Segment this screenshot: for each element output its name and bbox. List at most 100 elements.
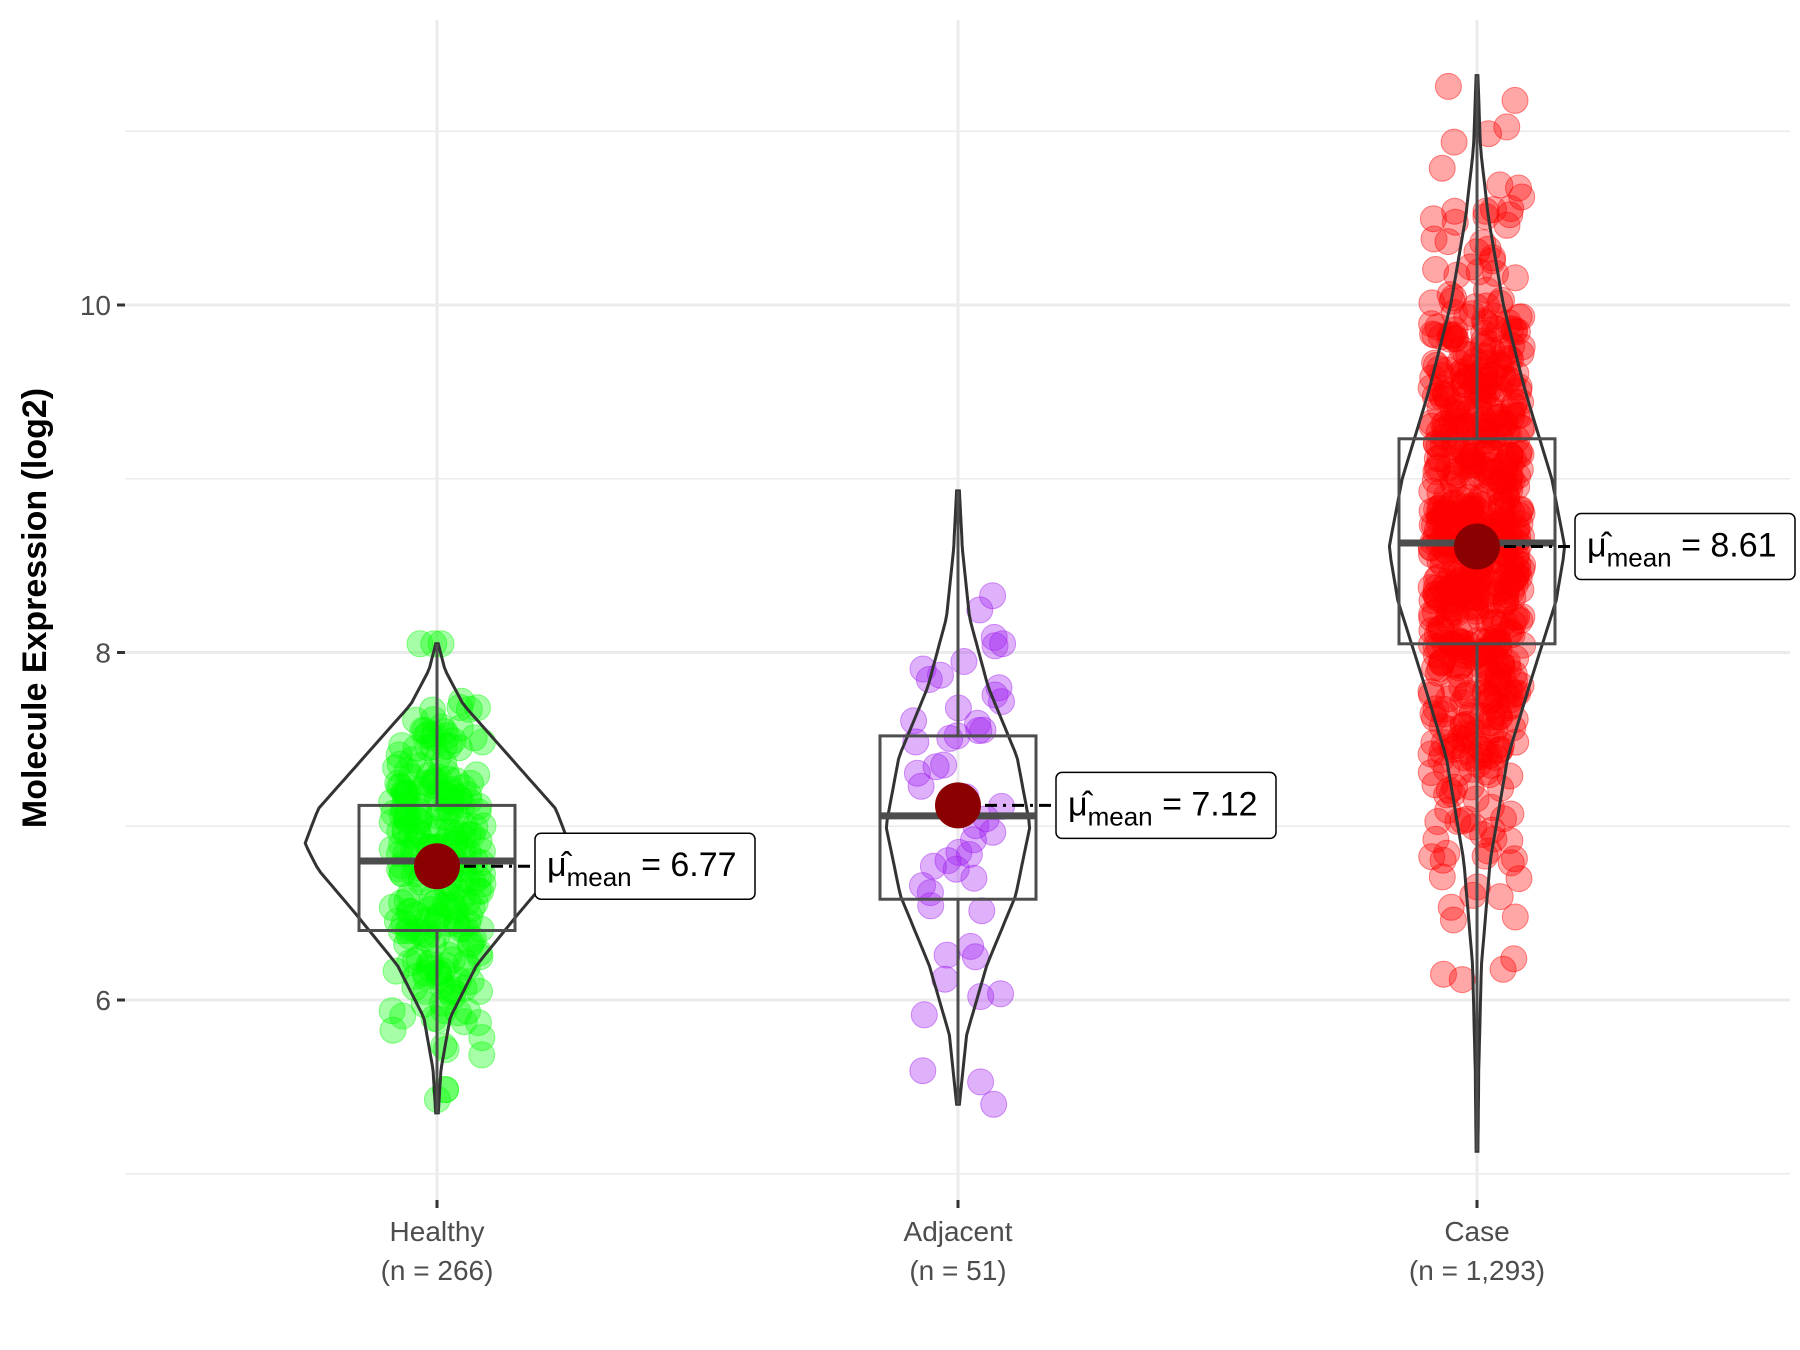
- data-point: [412, 978, 440, 1005]
- data-point: [1496, 476, 1524, 504]
- data-point: [402, 734, 430, 762]
- data-point: [1454, 448, 1482, 476]
- data-point: [1484, 699, 1512, 727]
- x-category-label: Case: [1444, 1216, 1509, 1247]
- data-point: [420, 706, 448, 734]
- data-point: [1480, 439, 1508, 467]
- mean-value: = 8.61: [1672, 527, 1777, 565]
- data-point: [1474, 658, 1502, 686]
- data-point: [1488, 652, 1516, 680]
- data-point: [1428, 863, 1456, 891]
- data-point: [393, 782, 421, 810]
- data-point: [1498, 567, 1526, 595]
- data-point: [1496, 442, 1524, 470]
- data-point: [1497, 451, 1525, 479]
- data-point: [1508, 183, 1536, 211]
- data-point: [1506, 456, 1534, 484]
- data-point: [1458, 463, 1486, 491]
- data-point: [1418, 604, 1446, 632]
- mean-label-box: [1055, 771, 1277, 840]
- data-point: [1425, 584, 1453, 612]
- data-point: [1448, 673, 1476, 701]
- data-point: [1446, 724, 1474, 752]
- data-point: [1418, 289, 1446, 317]
- data-point: [1496, 462, 1524, 490]
- data-point: [397, 763, 425, 791]
- data-point: [1485, 703, 1513, 731]
- data-point: [1439, 470, 1467, 498]
- data-point: [1468, 735, 1496, 763]
- data-point: [1467, 638, 1495, 666]
- data-point: [1491, 410, 1518, 438]
- data-point: [1496, 441, 1524, 469]
- data-point: [388, 889, 416, 917]
- data-point: [1434, 607, 1462, 635]
- data-point: [1449, 807, 1477, 835]
- data-point: [399, 746, 426, 774]
- data-point: [1422, 632, 1450, 660]
- data-point: [1488, 651, 1515, 679]
- data-point: [417, 896, 445, 923]
- data-point: [1436, 594, 1464, 622]
- data-point: [1498, 621, 1526, 649]
- data-point: [1473, 723, 1501, 751]
- data-point: [433, 722, 461, 750]
- data-point: [413, 921, 441, 949]
- data-point: [1432, 415, 1460, 443]
- data-point: [1422, 641, 1450, 669]
- data-point: [390, 909, 418, 937]
- data-point: [1446, 408, 1474, 436]
- data-point: [1488, 575, 1516, 602]
- data-point: [1480, 602, 1507, 630]
- data-point: [1507, 576, 1535, 604]
- data-point: [1488, 491, 1516, 518]
- data-point: [1428, 492, 1455, 520]
- data-point: [454, 888, 482, 916]
- box-healthy: [357, 803, 517, 933]
- data-point: [1493, 448, 1520, 476]
- data-point: [1485, 353, 1512, 381]
- data-point: [390, 796, 418, 823]
- data-point: [404, 780, 432, 808]
- data-point: [980, 623, 1008, 651]
- data-point: [1501, 667, 1528, 695]
- data-point: [1450, 566, 1478, 594]
- data-point: [1443, 423, 1471, 451]
- data-point: [1505, 174, 1532, 202]
- data-point: [1486, 703, 1514, 731]
- data-point: [1423, 445, 1451, 473]
- data-point: [1489, 334, 1517, 362]
- data-point: [1499, 371, 1527, 399]
- data-point: [1489, 467, 1517, 495]
- data-point: [1439, 321, 1467, 349]
- data-point: [1475, 451, 1503, 479]
- data-point: [1453, 805, 1481, 833]
- data-point: [1497, 195, 1525, 222]
- data-point: [1455, 341, 1483, 369]
- data-point: [1495, 676, 1523, 704]
- data-point: [468, 1041, 496, 1069]
- data-point: [421, 720, 449, 748]
- data-point: [1431, 423, 1459, 451]
- data-point: [1508, 303, 1536, 331]
- data-point: [1481, 609, 1509, 637]
- data-point: [1485, 559, 1513, 587]
- data-point: [402, 706, 430, 734]
- data-point: [448, 883, 476, 911]
- data-point: [1485, 665, 1512, 693]
- data-point: [1418, 497, 1446, 525]
- data-point: [1461, 451, 1489, 479]
- data-point: [1421, 771, 1449, 799]
- data-point: [1453, 584, 1481, 612]
- data-point: [1483, 627, 1510, 655]
- data-point: [1448, 486, 1475, 514]
- data-point: [1490, 458, 1518, 486]
- data-point: [1453, 441, 1481, 469]
- data-point: [1443, 461, 1471, 489]
- data-point: [1480, 404, 1508, 432]
- x-category-label: Healthy: [390, 1216, 485, 1247]
- data-point: [1425, 508, 1453, 536]
- data-point: [1425, 615, 1453, 643]
- mean-label-box: [1574, 512, 1796, 581]
- data-point: [442, 906, 470, 934]
